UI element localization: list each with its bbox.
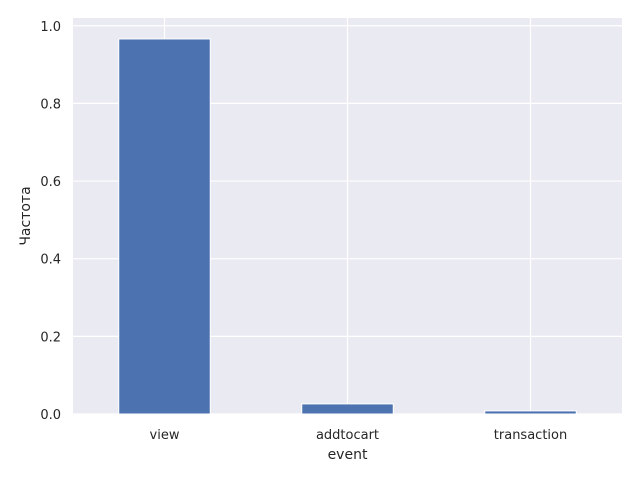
x-axis-label: event [328, 447, 368, 463]
y-tick-label: 0.0 [40, 408, 61, 423]
y-axis-label: Частота [18, 186, 34, 245]
x-tick-label: addtocart [316, 428, 379, 443]
y-tick-label: 0.8 [40, 97, 61, 112]
bar-addtocart [301, 403, 394, 415]
y-tick-label: 0.6 [40, 175, 61, 190]
bar-transaction [484, 410, 577, 415]
y-tick-labels: 0.0 0.2 0.4 0.6 0.8 1.0 [40, 20, 61, 423]
y-tick-label: 0.4 [40, 253, 61, 268]
y-tick-label: 1.0 [40, 20, 61, 35]
x-tick-label: transaction [494, 428, 567, 443]
x-tick-label: view [150, 428, 180, 443]
bar-view [118, 38, 211, 415]
y-tick-label: 0.2 [40, 330, 61, 345]
x-tick-labels: view addtocart transaction [150, 428, 568, 443]
bars [118, 38, 577, 415]
